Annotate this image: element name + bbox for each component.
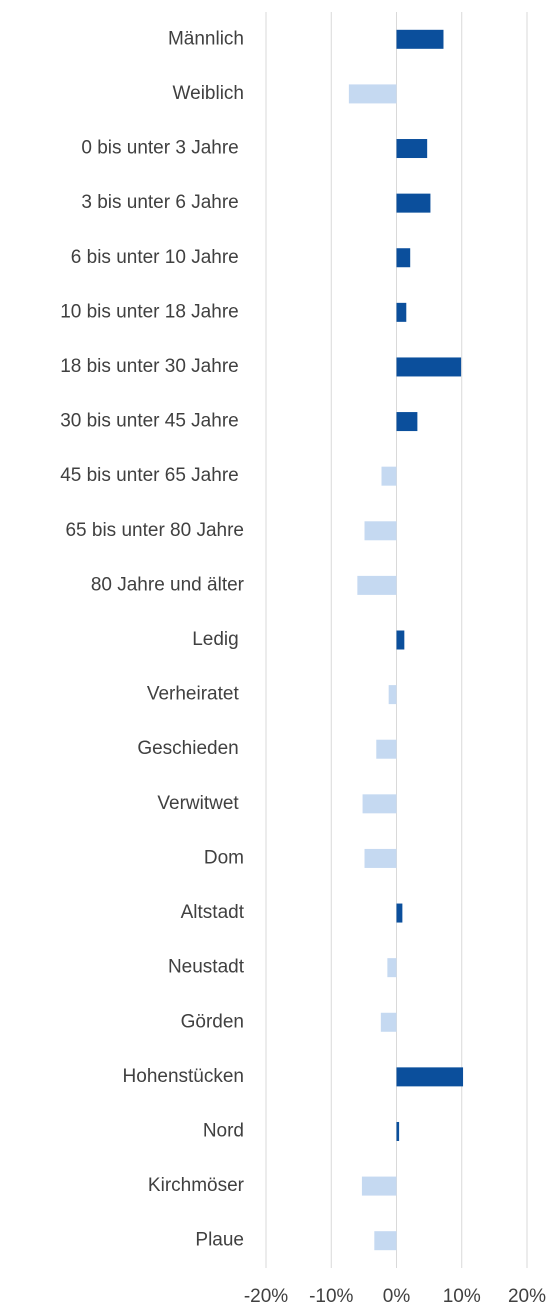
y-tick-label: 0 bis unter 3 Jahre	[81, 138, 244, 159]
y-tick-label: Nord	[203, 1120, 244, 1141]
y-tick-label: Männlich	[168, 28, 244, 49]
y-tick-label: Ledig	[192, 629, 244, 650]
bar	[396, 1121, 400, 1141]
bar	[357, 575, 397, 595]
bar	[374, 1231, 397, 1251]
bar	[387, 958, 397, 978]
bar	[348, 84, 397, 104]
y-tick-label: Plaue	[195, 1230, 244, 1251]
y-tick-label: 30 bis unter 45 Jahre	[60, 411, 244, 432]
bar	[396, 193, 431, 213]
bar	[396, 248, 411, 268]
y-tick-label: 3 bis unter 6 Jahre	[81, 192, 244, 213]
x-tick-label: -20%	[244, 1286, 288, 1307]
y-tick-label: 18 bis unter 30 Jahre	[60, 356, 244, 377]
x-tick-label: 0%	[383, 1286, 411, 1307]
y-tick-label: Weiblich	[173, 83, 244, 104]
y-tick-label: Hohenstücken	[123, 1066, 244, 1087]
bar	[376, 739, 397, 759]
y-tick-label: 6 bis unter 10 Jahre	[71, 247, 244, 268]
bar	[388, 685, 397, 705]
bar	[381, 466, 397, 486]
bar	[396, 29, 444, 49]
y-tick-label: 65 bis unter 80 Jahre	[65, 520, 244, 541]
y-tick-label: Neustadt	[168, 957, 245, 978]
x-tick-label: 20%	[508, 1286, 546, 1307]
bar	[396, 412, 418, 432]
bar	[396, 903, 403, 923]
y-tick-label: 10 bis unter 18 Jahre	[60, 301, 244, 322]
bar	[362, 794, 397, 814]
bar	[396, 630, 405, 650]
y-tick-label: Altstadt	[181, 902, 245, 923]
y-tick-label: Kirchmöser	[148, 1175, 245, 1196]
y-tick-label: Verwitwet	[157, 793, 244, 814]
x-tick-label: 10%	[443, 1286, 481, 1307]
y-tick-label: Verheiratet	[147, 684, 244, 705]
y-tick-label: 45 bis unter 65 Jahre	[60, 465, 244, 486]
bar	[364, 521, 397, 541]
y-tick-label: Görden	[181, 1011, 244, 1032]
y-tick-label: 80 Jahre und älter	[91, 574, 245, 595]
x-tick-label: -10%	[309, 1286, 353, 1307]
y-tick-label: Dom	[204, 847, 244, 868]
bar	[380, 1012, 397, 1032]
bar	[396, 302, 407, 322]
bar	[364, 848, 397, 868]
bar	[361, 1176, 397, 1196]
bar	[396, 1067, 464, 1087]
bar	[396, 357, 462, 377]
y-tick-label: Geschieden	[137, 738, 244, 759]
bar	[396, 139, 428, 159]
